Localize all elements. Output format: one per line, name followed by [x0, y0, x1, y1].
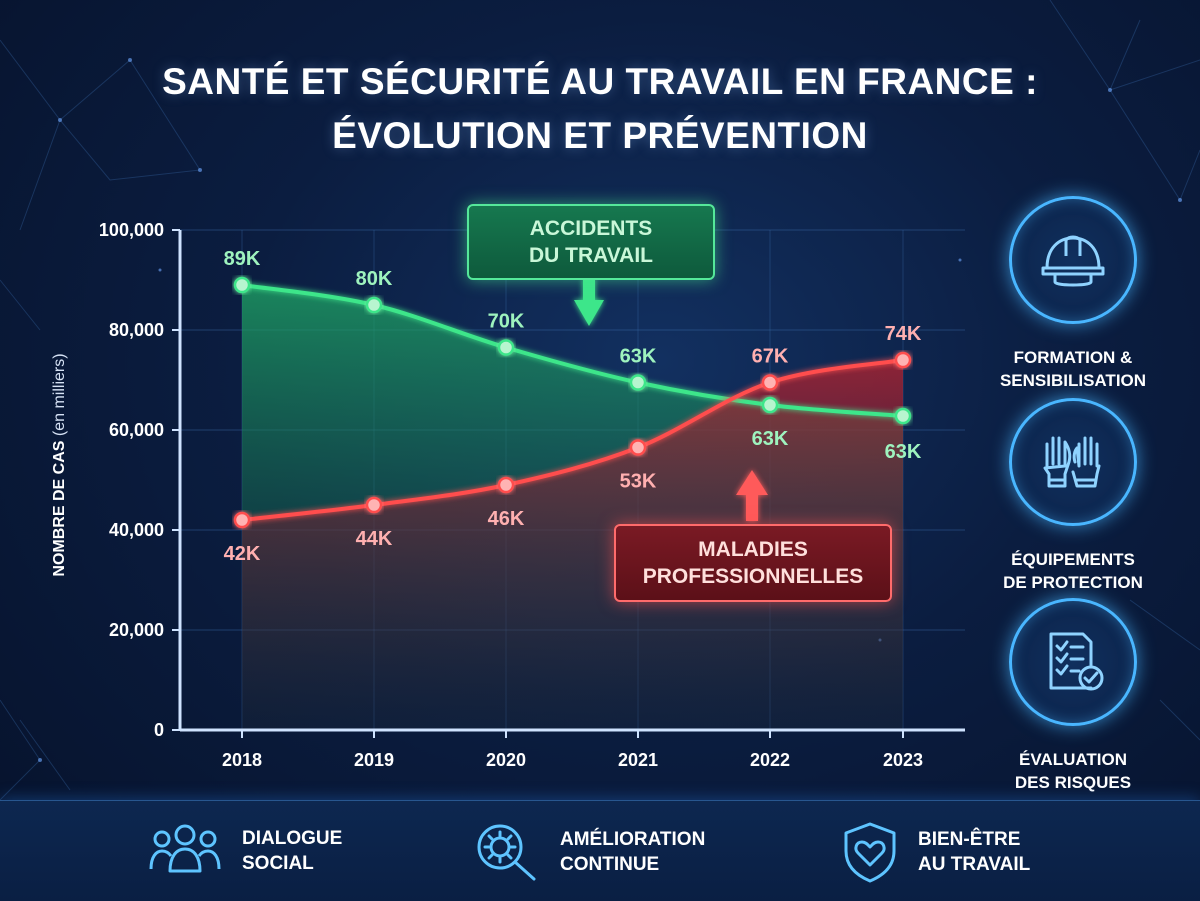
side-item-evaluation: ÉVALUATION DES RISQUES [990, 598, 1156, 794]
bottom-label-dialogue-line-1: DIALOGUE [242, 828, 343, 849]
bottom-item-bien-etre: BIEN-ÊTRE AU TRAVAIL [842, 821, 1030, 883]
accidents-point [629, 374, 647, 391]
side-label-evaluation-line-2: DES RISQUES [1014, 773, 1132, 792]
bottom-item-dialogue: DIALOGUE SOCIAL [148, 821, 342, 881]
hard-hat-icon [1009, 196, 1137, 324]
bottom-bar: DIALOGUE SOCIAL AMÉLIORATION CONTINUE BI… [0, 800, 1200, 901]
bottom-label-amelioration-line-2: CONTINUE [560, 854, 660, 875]
chart-title: SANTÉ ET SÉCURITÉ AU TRAVAIL EN FRANCE :… [0, 55, 1200, 163]
accidents-data-label: 70K [488, 311, 525, 333]
title-line-1: SANTÉ ET SÉCURITÉ AU TRAVAIL EN FRANCE : [162, 61, 1038, 102]
side-label-formation-line-2: SENSIBILISATION [999, 371, 1147, 390]
x-tick-label: 2021 [618, 750, 658, 770]
side-label-formation-line-1: FORMATION & [1013, 348, 1133, 367]
maladies-point [365, 496, 383, 514]
maladies-line [241, 358, 904, 522]
side-label-equipements-line-2: DE PROTECTION [1003, 573, 1143, 592]
accidents-line [241, 283, 904, 418]
side-label-evaluation: ÉVALUATION DES RISQUES [990, 748, 1156, 794]
y-tick-label: 20,000 [109, 620, 164, 640]
bottom-label-amelioration-line-1: AMÉLIORATION [560, 829, 706, 850]
accidents-data-label: 89K [224, 248, 261, 270]
side-item-equipements: ÉQUIPEMENTS DE PROTECTION [990, 398, 1156, 594]
heart-shield-icon [844, 822, 896, 883]
x-tick-label: 2018 [222, 750, 262, 770]
y-tick-label: 60,000 [109, 420, 164, 440]
checklist-icon [1009, 598, 1137, 726]
accidents-arrow [574, 278, 604, 326]
x-tick-label: 2020 [486, 750, 526, 770]
accidents-point [894, 407, 912, 425]
accidents-point [233, 276, 251, 294]
bottom-label-dialogue: DIALOGUE SOCIAL [242, 826, 342, 876]
maladies-point [761, 374, 779, 391]
side-label-equipements-line-1: ÉQUIPEMENTS [1011, 550, 1135, 569]
accidents-data-label: 63K [885, 441, 922, 463]
side-label-formation: FORMATION & SENSIBILISATION [990, 346, 1156, 392]
maladies-point [497, 476, 515, 494]
title-line-2: ÉVOLUTION ET PRÉVENTION [332, 115, 868, 156]
accidents-callout-line-2: DU TRAVAIL [528, 244, 654, 267]
maladies-data-label: 53K [620, 471, 657, 493]
y-tick-label: 100,000 [99, 220, 164, 240]
bottom-label-dialogue-line-2: SOCIAL [242, 853, 314, 874]
maladies-area [242, 360, 903, 730]
y-axis-title-unit: (en milliers) [51, 353, 68, 437]
bottom-label-bien-etre-line-2: AU TRAVAIL [918, 854, 1031, 875]
accidents-point [365, 296, 383, 314]
y-tick-label: 80,000 [109, 320, 164, 340]
x-tick-label: 2019 [354, 750, 394, 770]
accidents-point [497, 339, 515, 356]
y-axis-title: NOMBRE DE CAS (en milliers) [48, 305, 72, 625]
maladies-callout-line-1: MALADIES [698, 538, 808, 561]
y-tick-label: 40,000 [109, 520, 164, 540]
maladies-point [233, 511, 251, 529]
side-label-evaluation-line-1: ÉVALUATION [1019, 750, 1127, 769]
bottom-label-bien-etre: BIEN-ÊTRE AU TRAVAIL [918, 827, 1030, 877]
maladies-callout-line-2: PROFESSIONNELLES [642, 565, 864, 588]
people-group-icon [149, 824, 221, 873]
maladies-data-label: 46K [488, 508, 525, 530]
accidents-point [761, 396, 779, 414]
maladies-data-label: 74K [885, 323, 922, 345]
y-axis-title-main: NOMBRE DE CAS [51, 440, 68, 577]
side-label-equipements: ÉQUIPEMENTS DE PROTECTION [990, 548, 1156, 594]
bottom-label-bien-etre-line-1: BIEN-ÊTRE [918, 829, 1021, 850]
gear-magnifier-icon [477, 824, 536, 881]
maladies-point [894, 351, 912, 369]
maladies-data-label: 67K [752, 346, 789, 368]
accidents-callout-line-1: ACCIDENTS [529, 217, 653, 240]
bottom-label-amelioration: AMÉLIORATION CONTINUE [560, 827, 705, 877]
maladies-data-label: 44K [356, 528, 393, 550]
x-tick-label: 2022 [750, 750, 790, 770]
y-tick-label: 0 [154, 720, 164, 740]
gloves-icon [1009, 398, 1137, 526]
maladies-data-label: 42K [224, 543, 261, 565]
accidents-data-label: 63K [752, 428, 789, 450]
maladies-callout: MALADIES PROFESSIONNELLES [614, 524, 892, 602]
side-item-formation: FORMATION & SENSIBILISATION [990, 196, 1156, 392]
accidents-callout: ACCIDENTS DU TRAVAIL [467, 204, 715, 280]
accidents-data-label: 63K [620, 346, 657, 368]
x-tick-label: 2023 [883, 750, 923, 770]
accidents-data-label: 80K [356, 268, 393, 290]
maladies-arrow [736, 470, 768, 521]
maladies-point [629, 439, 647, 456]
bottom-item-amelioration: AMÉLIORATION CONTINUE [474, 821, 705, 883]
